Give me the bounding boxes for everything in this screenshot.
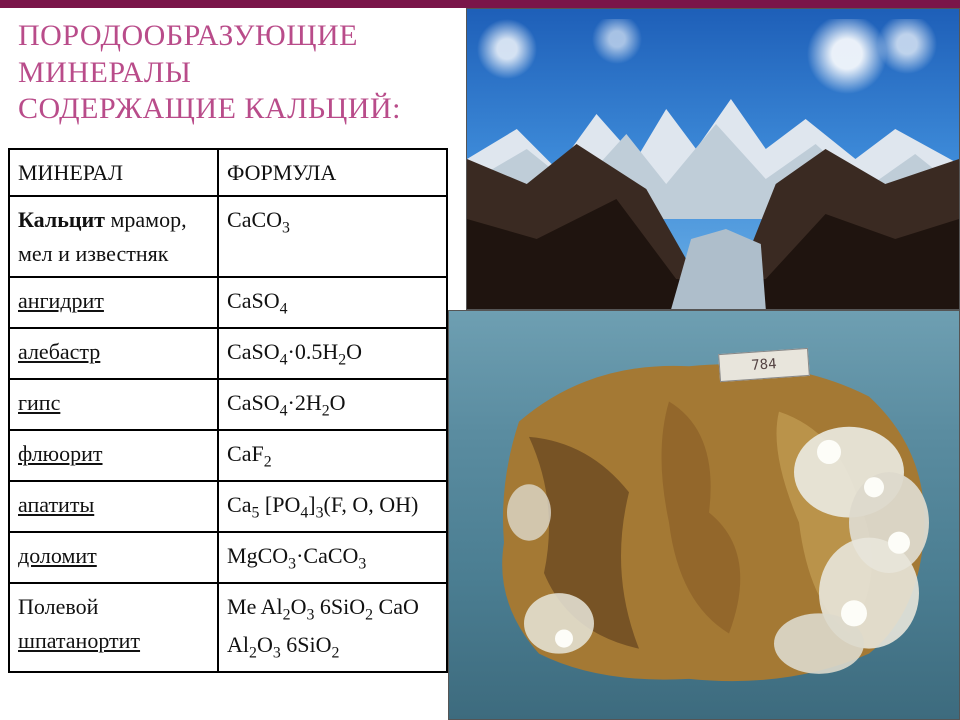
mineral-name: ангидрит	[18, 288, 104, 313]
mineral-name: доломит	[18, 543, 97, 568]
cell-mineral: апатиты	[9, 481, 218, 532]
cell-mineral: доломит	[9, 532, 218, 583]
cell-formula: Me Al2O3 6SiO2 CaO Al2O3 6SiO2	[218, 583, 447, 672]
table-row: Полевой шпатанортит Me Al2O3 6SiO2 CaO A…	[9, 583, 447, 672]
cell-mineral: Полевой шпатанортит	[9, 583, 218, 672]
table-row: флюорит CaF2	[9, 430, 447, 481]
mineral-name-ul: шпатанортит	[18, 628, 140, 653]
table-row: доломит MgCO3·CaCO3	[9, 532, 447, 583]
cell-formula: MgCO3·CaCO3	[218, 532, 447, 583]
cell-mineral: флюорит	[9, 430, 218, 481]
slide: Породообразующие минералы содержащие кал…	[0, 0, 960, 720]
table-row: гипс CaSO4·2H2O	[9, 379, 447, 430]
table-row: алебастр CaSO4·0.5H2O	[9, 328, 447, 379]
title-line-3: содержащие кальций:	[18, 91, 401, 128]
mineral-name-bold: Кальцит	[18, 207, 105, 232]
col-header-formula: ФОРМУЛА	[218, 149, 447, 196]
cell-mineral: ангидрит	[9, 277, 218, 328]
title-line-1: Породообразующие	[18, 18, 401, 55]
cell-formula: CaSO4·0.5H2O	[218, 328, 447, 379]
cell-mineral: Кальцит мрамор, мел и известняк	[9, 196, 218, 277]
accent-bar	[0, 0, 960, 8]
mineral-name: алебастр	[18, 339, 100, 364]
cell-formula: CaSO4·2H2O	[218, 379, 447, 430]
title-line-2: минералы	[18, 55, 401, 92]
minerals-table: МИНЕРАЛ ФОРМУЛА Кальцит мрамор, мел и из…	[8, 148, 448, 673]
mineral-name: флюорит	[18, 441, 103, 466]
cell-formula: CaSO4	[218, 277, 447, 328]
cell-mineral: алебастр	[9, 328, 218, 379]
table-row: ангидрит CaSO4	[9, 277, 447, 328]
table-row: апатиты Ca5 [PO4]3(F, O, OH)	[9, 481, 447, 532]
slide-title: Породообразующие минералы содержащие кал…	[18, 18, 401, 128]
rock-body	[469, 341, 939, 694]
image-mineral-specimen: 784	[448, 310, 960, 720]
near-mountains	[467, 129, 959, 309]
cell-formula: CaCO3	[218, 196, 447, 277]
cell-mineral: гипс	[9, 379, 218, 430]
table-header-row: МИНЕРАЛ ФОРМУЛА	[9, 149, 447, 196]
mineral-name: апатиты	[18, 492, 94, 517]
cell-formula: Ca5 [PO4]3(F, O, OH)	[218, 481, 447, 532]
image-mountains	[466, 8, 960, 310]
cell-formula: CaF2	[218, 430, 447, 481]
table-row: Кальцит мрамор, мел и известняк CaCO3	[9, 196, 447, 277]
col-header-mineral: МИНЕРАЛ	[9, 149, 218, 196]
mineral-name-plain: Полевой	[18, 594, 98, 619]
mineral-name: гипс	[18, 390, 60, 415]
